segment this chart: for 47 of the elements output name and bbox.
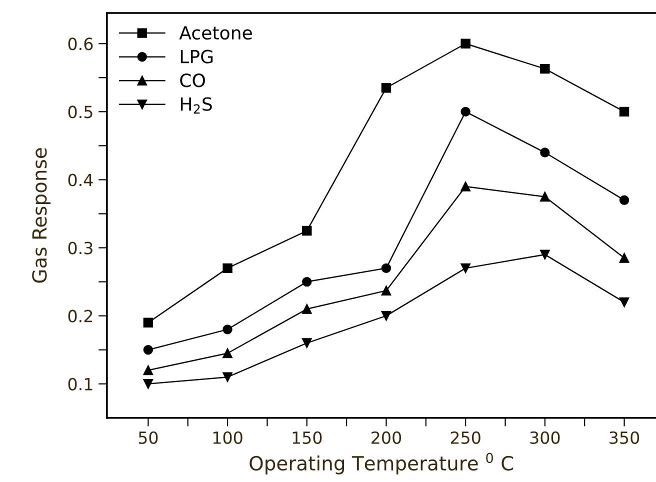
point: [619, 195, 630, 206]
point: [222, 324, 232, 334]
point: [381, 83, 392, 93]
point: [381, 310, 392, 321]
x-tick-label: 50: [138, 431, 158, 444]
legend-label: CO: [180, 74, 205, 88]
point: [540, 192, 550, 202]
point: [460, 263, 470, 274]
y-tick-label: 0.3: [68, 242, 92, 254]
point: [143, 318, 154, 328]
x-tick-label: 250: [450, 431, 480, 444]
legend-label: Acetone: [179, 26, 252, 40]
y-tick-label: 0.1: [68, 378, 92, 390]
y-tick-label: 0.5: [68, 106, 92, 118]
legend-label: LPG: [180, 50, 213, 64]
point: [460, 38, 470, 48]
point: [143, 379, 154, 389]
y-tick-label: 0.2: [68, 310, 92, 322]
point: [302, 338, 312, 348]
point: [143, 344, 154, 355]
point: [302, 276, 312, 287]
point: [222, 263, 232, 274]
x-tick-label: 300: [530, 431, 560, 444]
point: [381, 263, 392, 274]
point: [619, 253, 630, 263]
point: [460, 182, 470, 192]
point: [222, 372, 232, 382]
point: [143, 365, 154, 376]
point: [540, 250, 550, 260]
x-tick-label: 200: [372, 431, 402, 444]
point: [619, 297, 630, 308]
point: [381, 286, 392, 296]
point: [540, 64, 550, 74]
x-tick-label: 150: [292, 431, 322, 444]
y-tick-label: 0.6: [68, 38, 93, 50]
point: [619, 106, 630, 117]
point: [302, 226, 312, 236]
point: [460, 106, 470, 117]
legend-label: H$_{2}$S: [180, 97, 212, 114]
x-tick-label: 350: [610, 431, 640, 444]
y-axis-title: Gas Response: [32, 148, 51, 283]
point: [222, 348, 232, 358]
point: [302, 304, 312, 314]
x-axis-title: Operating Temperature $^{0}$ C: [250, 452, 514, 474]
point: [540, 148, 550, 158]
x-tick-label: 100: [213, 431, 242, 444]
y-tick-label: 0.4: [68, 174, 93, 186]
